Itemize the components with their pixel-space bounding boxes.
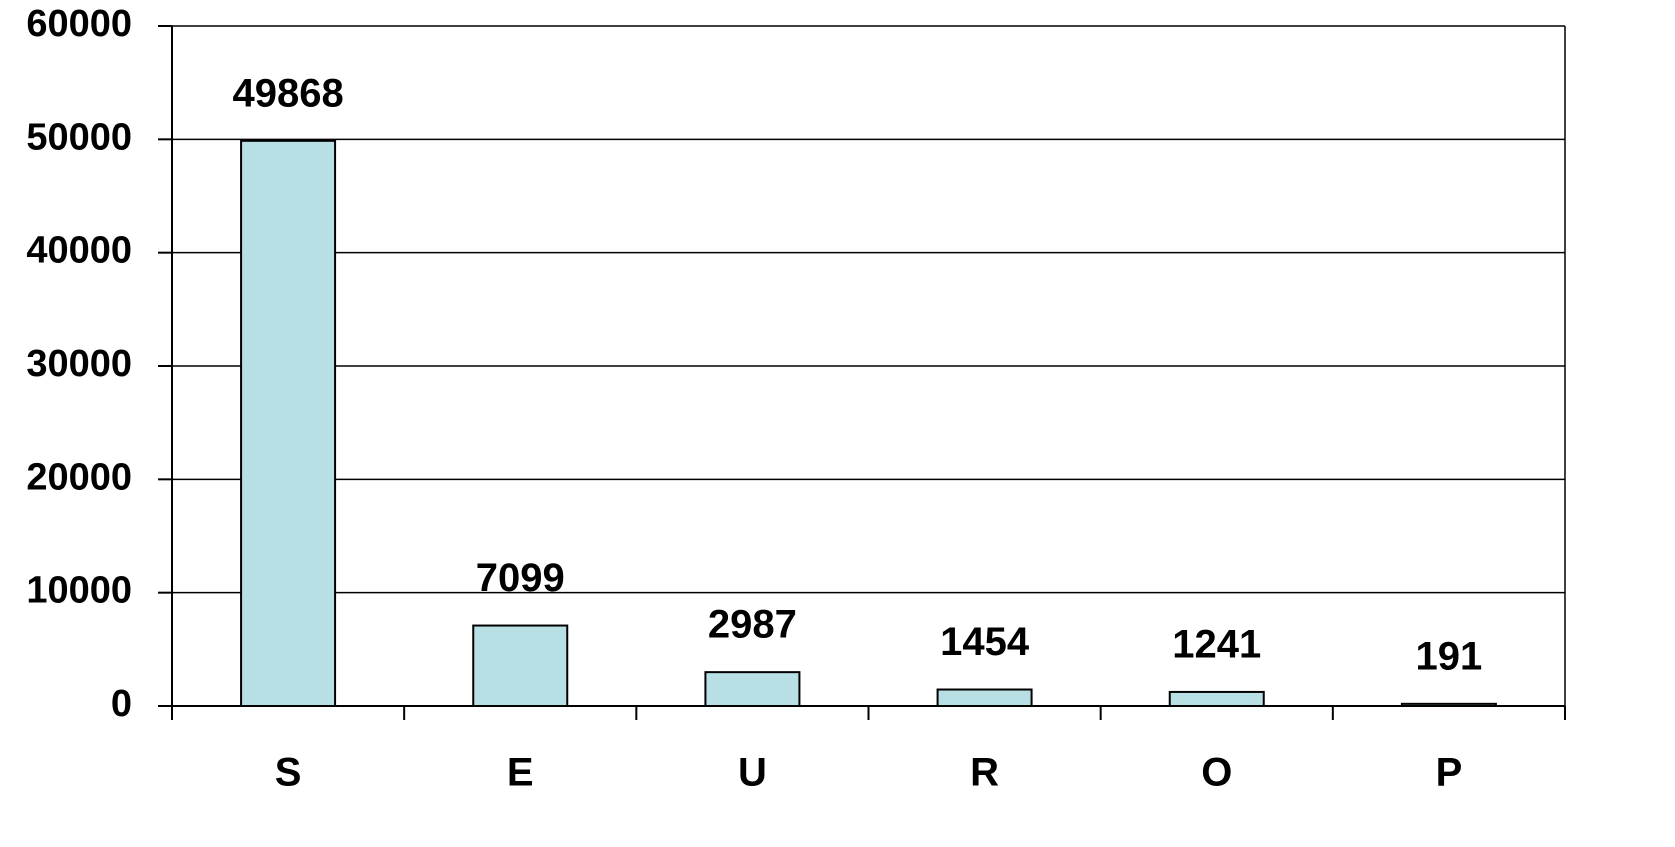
bar <box>240 139 337 707</box>
x-tick-label: P <box>1436 751 1463 795</box>
y-tick-label: 0 <box>111 683 132 725</box>
bar <box>472 624 569 708</box>
data-label: 1454 <box>940 620 1030 664</box>
y-tick-label: 60000 <box>26 3 132 45</box>
data-label: 191 <box>1416 634 1483 678</box>
y-tick-label: 40000 <box>26 230 132 272</box>
x-tick-label: R <box>970 751 999 795</box>
x-tick-label: E <box>507 751 534 795</box>
bar <box>1168 690 1265 708</box>
x-tick-label: O <box>1201 751 1232 795</box>
data-label: 2987 <box>708 603 797 647</box>
y-tick-label: 10000 <box>26 570 132 612</box>
y-tick-label: 20000 <box>26 456 132 498</box>
bar <box>704 671 801 708</box>
data-label: 49868 <box>232 71 343 115</box>
y-tick-label: 30000 <box>26 343 132 385</box>
data-label: 7099 <box>476 556 565 600</box>
data-label: 1241 <box>1172 622 1261 666</box>
x-tick-label: S <box>275 751 302 795</box>
x-tick-label: U <box>738 751 767 795</box>
bar <box>936 688 1033 708</box>
y-tick-label: 50000 <box>26 116 132 158</box>
